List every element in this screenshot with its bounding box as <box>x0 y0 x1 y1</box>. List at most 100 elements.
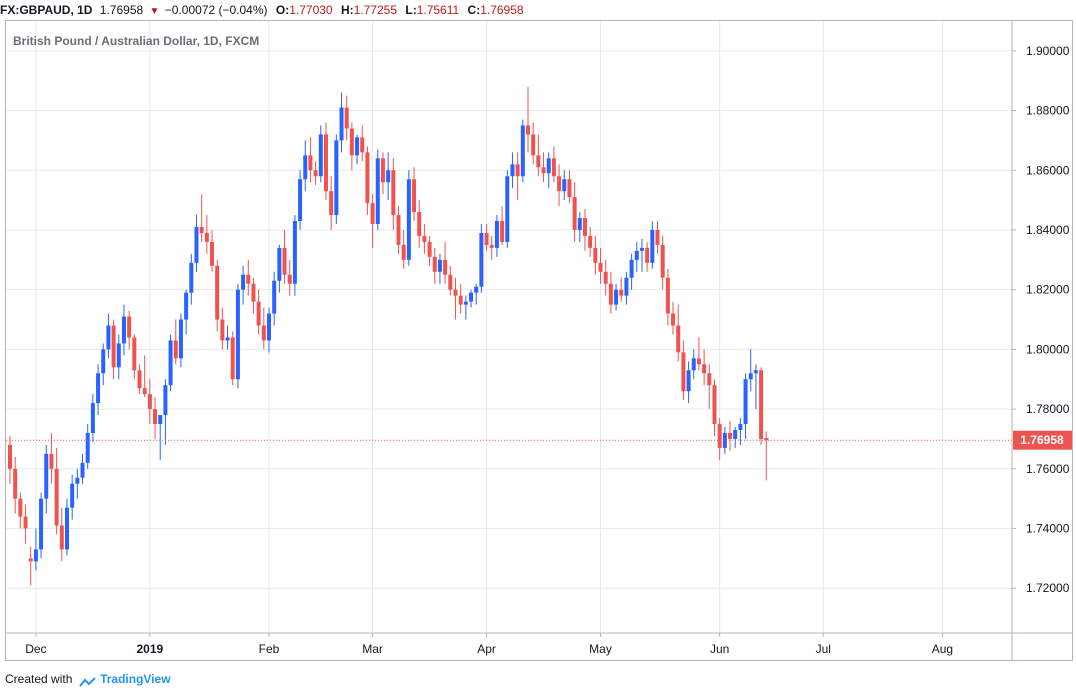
last-price-tag-label: 1.76958 <box>1020 433 1064 447</box>
candle-body <box>147 394 152 410</box>
candle-body <box>210 241 215 266</box>
candlestick-chart[interactable]: 1.72000 1.74000 1.76000 1.78000 1.80000 1.820… <box>6 21 1072 660</box>
candle-body <box>116 343 121 368</box>
price-axis[interactable]: 1.72000 1.74000 1.76000 1.78000 1.80000 1.820… <box>1012 44 1070 595</box>
y-tick-label: 1.76000 <box>1026 462 1070 476</box>
candle-body <box>562 179 567 192</box>
candle-body <box>582 218 587 236</box>
high-value: 1.77255 <box>353 3 398 17</box>
candle-body <box>733 429 738 439</box>
candle-body <box>298 179 303 222</box>
candle-body <box>173 340 178 359</box>
candle-body <box>593 247 598 263</box>
y-tick-label: 1.78000 <box>1026 402 1070 416</box>
candle-body <box>184 292 189 320</box>
candle-body <box>448 274 453 290</box>
candle-body <box>235 289 240 380</box>
candle-body <box>748 373 753 380</box>
candle-body <box>360 137 365 153</box>
footer: Created with TradingView <box>5 669 171 689</box>
open-value: 1.77030 <box>289 3 333 17</box>
candle-body <box>287 274 292 284</box>
x-tick-label: Feb <box>259 642 280 656</box>
candle-body <box>577 218 582 230</box>
candle-body <box>13 468 18 499</box>
candle-body <box>132 337 137 371</box>
candle-body <box>241 274 246 290</box>
candle-body <box>90 403 95 433</box>
candle-body <box>484 232 489 245</box>
down-arrow-icon: ▼ <box>149 6 160 17</box>
chart-panel[interactable]: 1.72000 1.74000 1.76000 1.78000 1.80000 1.820… <box>5 20 1073 661</box>
candle-body <box>194 226 199 263</box>
candle-body <box>391 170 396 216</box>
candle-body <box>650 229 655 263</box>
candle-body <box>178 319 183 359</box>
candle-body <box>375 158 380 225</box>
candle-body <box>427 241 432 257</box>
candle-body <box>277 247 282 281</box>
candle-body <box>137 370 142 389</box>
candle-body <box>339 107 344 141</box>
candle-body <box>39 498 44 550</box>
candle-body <box>629 259 634 278</box>
last-price: 1.76958 <box>99 3 144 17</box>
open-label: O: <box>275 3 290 17</box>
tradingview-brand[interactable]: TradingView <box>100 672 171 686</box>
candle-body <box>676 325 681 353</box>
candle-body <box>158 415 163 425</box>
candle-body <box>44 453 49 499</box>
candle-body <box>474 286 479 293</box>
x-tick-label: Dec <box>25 642 46 656</box>
x-tick-label: Jun <box>710 642 729 656</box>
candle-body <box>619 289 624 296</box>
candle-body <box>256 301 261 326</box>
candle-body <box>303 155 308 180</box>
candle-body <box>101 349 106 374</box>
candle-body <box>671 313 676 326</box>
candle-body <box>272 280 277 314</box>
candle-body <box>121 316 126 344</box>
candle-body <box>515 164 520 177</box>
candle-body <box>614 289 619 305</box>
candle-body <box>261 325 266 341</box>
candle-body <box>531 134 536 156</box>
candle-body <box>225 337 230 341</box>
close-label: C: <box>467 3 481 17</box>
candle-body <box>432 256 437 272</box>
candle-body <box>334 140 339 216</box>
grid <box>6 21 1012 633</box>
candle-body <box>355 137 360 156</box>
y-tick-label: 1.88000 <box>1026 104 1070 118</box>
candle-body <box>111 325 116 368</box>
low-label: L: <box>405 3 417 17</box>
candle-body <box>168 340 173 386</box>
candle-body <box>220 319 225 341</box>
candle-body <box>437 259 442 272</box>
time-axis[interactable]: Dec 2019 Feb Mar Apr May Jun Jul Aug <box>25 633 953 656</box>
candle-body <box>323 134 328 192</box>
candle-body <box>681 352 686 392</box>
x-tick-label: Mar <box>362 642 383 656</box>
y-tick-label: 1.84000 <box>1026 223 1070 237</box>
candle-body <box>536 155 541 168</box>
candle-body <box>702 364 707 374</box>
candle-body <box>634 250 639 260</box>
y-tick-label: 1.72000 <box>1026 581 1070 595</box>
candle-body <box>707 373 712 386</box>
candle-body <box>458 295 463 305</box>
candle-body <box>567 179 572 198</box>
candle-body <box>344 107 349 129</box>
candle-body <box>469 292 474 302</box>
candle-body <box>349 128 354 156</box>
candle-body <box>406 179 411 260</box>
candle-body <box>54 468 59 526</box>
candle-body <box>401 244 406 260</box>
candle-body <box>96 373 101 404</box>
candle-body <box>655 229 660 245</box>
candle-body <box>443 259 448 275</box>
candle-body <box>64 507 69 550</box>
candle-body <box>417 212 422 236</box>
symbol-resolution[interactable]: FX:GBPAUD, 1D <box>0 3 93 17</box>
candle-body <box>712 385 717 425</box>
